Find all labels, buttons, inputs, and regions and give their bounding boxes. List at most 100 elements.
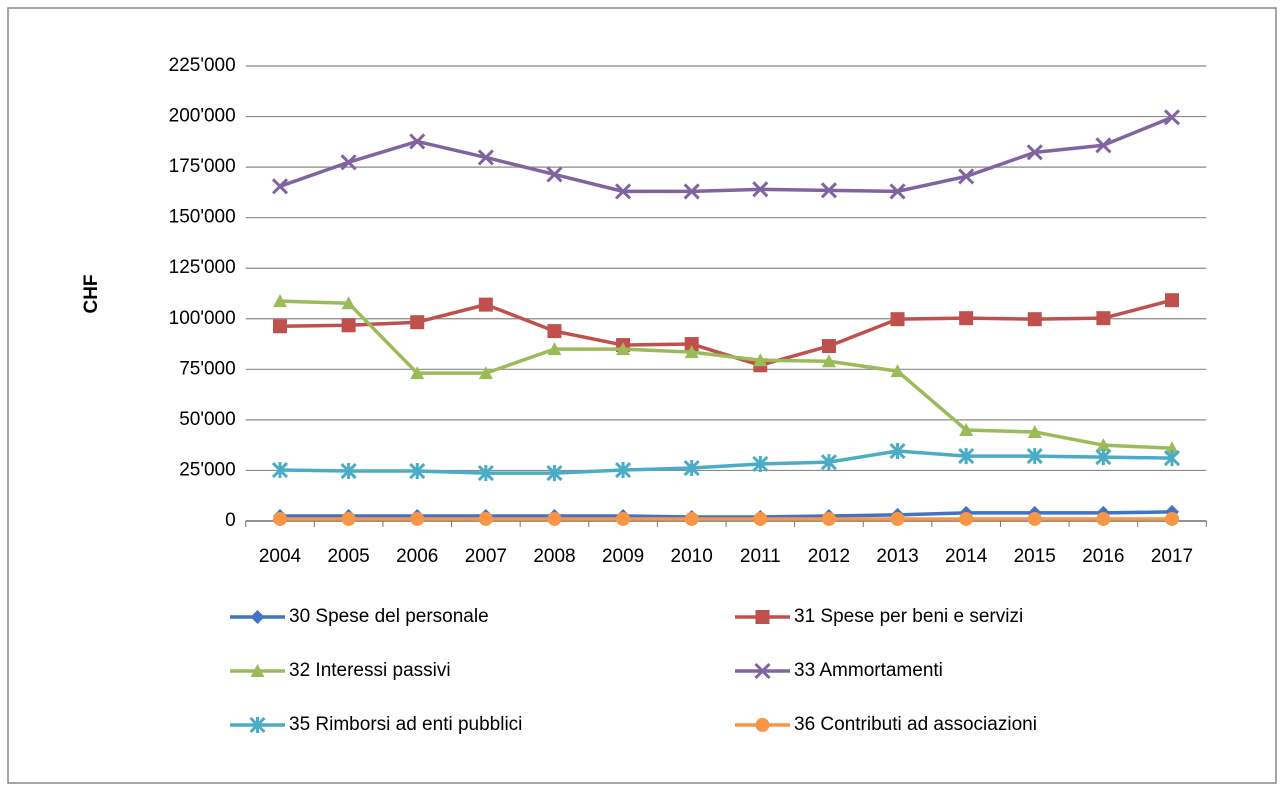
x-tick-label: 2004	[259, 546, 302, 567]
marker	[273, 319, 288, 334]
marker	[341, 296, 356, 310]
marker	[273, 511, 288, 526]
marker	[821, 339, 836, 354]
marker	[959, 511, 974, 526]
y-tick-label: 175'000	[169, 156, 236, 177]
marker	[890, 312, 905, 327]
legend-label: 31 Spese per beni e servizi	[794, 606, 1023, 627]
x-tick-label: 2012	[808, 546, 850, 567]
marker	[1027, 312, 1042, 327]
marker	[410, 315, 425, 330]
marker	[753, 353, 768, 367]
marker	[752, 181, 769, 198]
marker	[820, 454, 837, 471]
marker	[1096, 311, 1111, 326]
marker	[821, 511, 836, 526]
marker	[478, 297, 493, 312]
marker	[889, 183, 906, 200]
y-tick-label: 200'000	[169, 106, 236, 127]
marker	[547, 511, 562, 526]
marker	[546, 166, 563, 183]
marker	[1164, 441, 1179, 455]
x-tick-label: 2008	[533, 546, 575, 567]
marker	[547, 324, 562, 339]
marker	[410, 511, 425, 526]
x-tick-label: 2014	[945, 546, 988, 567]
x-tick-label: 2017	[1151, 546, 1193, 567]
y-tick-label: 100'000	[169, 308, 236, 329]
marker	[1095, 137, 1112, 154]
marker	[616, 511, 631, 526]
x-tick-label: 2010	[671, 546, 713, 567]
marker	[547, 342, 562, 356]
marker	[754, 662, 771, 680]
chart-frame	[7, 7, 1277, 784]
marker	[615, 461, 632, 479]
y-tick-label: 75'000	[179, 358, 235, 379]
legend-label: 36 Contributi ad associazioni	[794, 714, 1037, 735]
y-tick-label: 225'000	[169, 55, 236, 76]
y-tick-label: 50'000	[179, 409, 235, 430]
marker	[889, 442, 906, 460]
y-tick-label: 25'000	[179, 459, 235, 480]
marker	[271, 178, 289, 195]
x-tick-label: 2005	[327, 546, 369, 567]
marker	[684, 345, 699, 359]
marker	[250, 610, 265, 624]
marker	[273, 294, 288, 308]
legend-label: 32 Interessi passivi	[289, 660, 451, 681]
marker	[959, 423, 974, 436]
series-line	[279, 449, 1173, 475]
marker	[1095, 449, 1112, 466]
marker	[684, 337, 699, 352]
marker	[683, 183, 700, 200]
marker	[755, 610, 770, 624]
marker	[340, 154, 357, 171]
marker	[478, 511, 493, 526]
marker	[616, 342, 631, 356]
legend-label: 30 Spese del personale	[289, 606, 489, 627]
series-line	[279, 115, 1173, 194]
marker	[890, 364, 905, 378]
x-tick-label: 2009	[602, 546, 644, 567]
marker	[409, 462, 426, 480]
marker	[477, 149, 494, 166]
x-tick-label: 2006	[396, 546, 438, 567]
marker	[250, 664, 265, 677]
series-line	[280, 510, 1173, 519]
marker	[890, 511, 905, 526]
marker	[1164, 293, 1179, 308]
marker	[1163, 450, 1181, 467]
marker	[1026, 448, 1043, 465]
legend-label: 35 Rimborsi ad enti pubblici	[289, 714, 522, 735]
marker	[959, 311, 974, 326]
marker	[341, 318, 356, 333]
x-tick-label: 2011	[740, 546, 781, 567]
legend-label: 33 Ammortamenti	[794, 660, 943, 681]
marker	[477, 465, 494, 482]
marker	[271, 461, 289, 479]
marker	[249, 716, 266, 734]
x-tick-label: 2013	[876, 546, 918, 567]
marker	[478, 366, 493, 380]
marker	[1026, 144, 1043, 161]
marker	[755, 718, 770, 732]
marker	[753, 511, 768, 526]
marker	[958, 168, 975, 185]
marker	[958, 448, 975, 465]
marker	[1164, 504, 1179, 519]
x-tick-label: 2007	[465, 546, 507, 567]
marker	[684, 511, 699, 526]
y-tick-label: 0	[225, 510, 236, 531]
x-tick-label: 2016	[1082, 546, 1124, 567]
marker	[409, 133, 426, 150]
marker	[1096, 511, 1111, 526]
y-axis-label: CHF	[81, 274, 102, 313]
marker	[820, 182, 837, 199]
marker	[340, 462, 357, 480]
marker	[341, 511, 356, 526]
marker	[1027, 511, 1042, 526]
x-tick-label: 2015	[1014, 546, 1056, 567]
marker	[752, 455, 769, 473]
